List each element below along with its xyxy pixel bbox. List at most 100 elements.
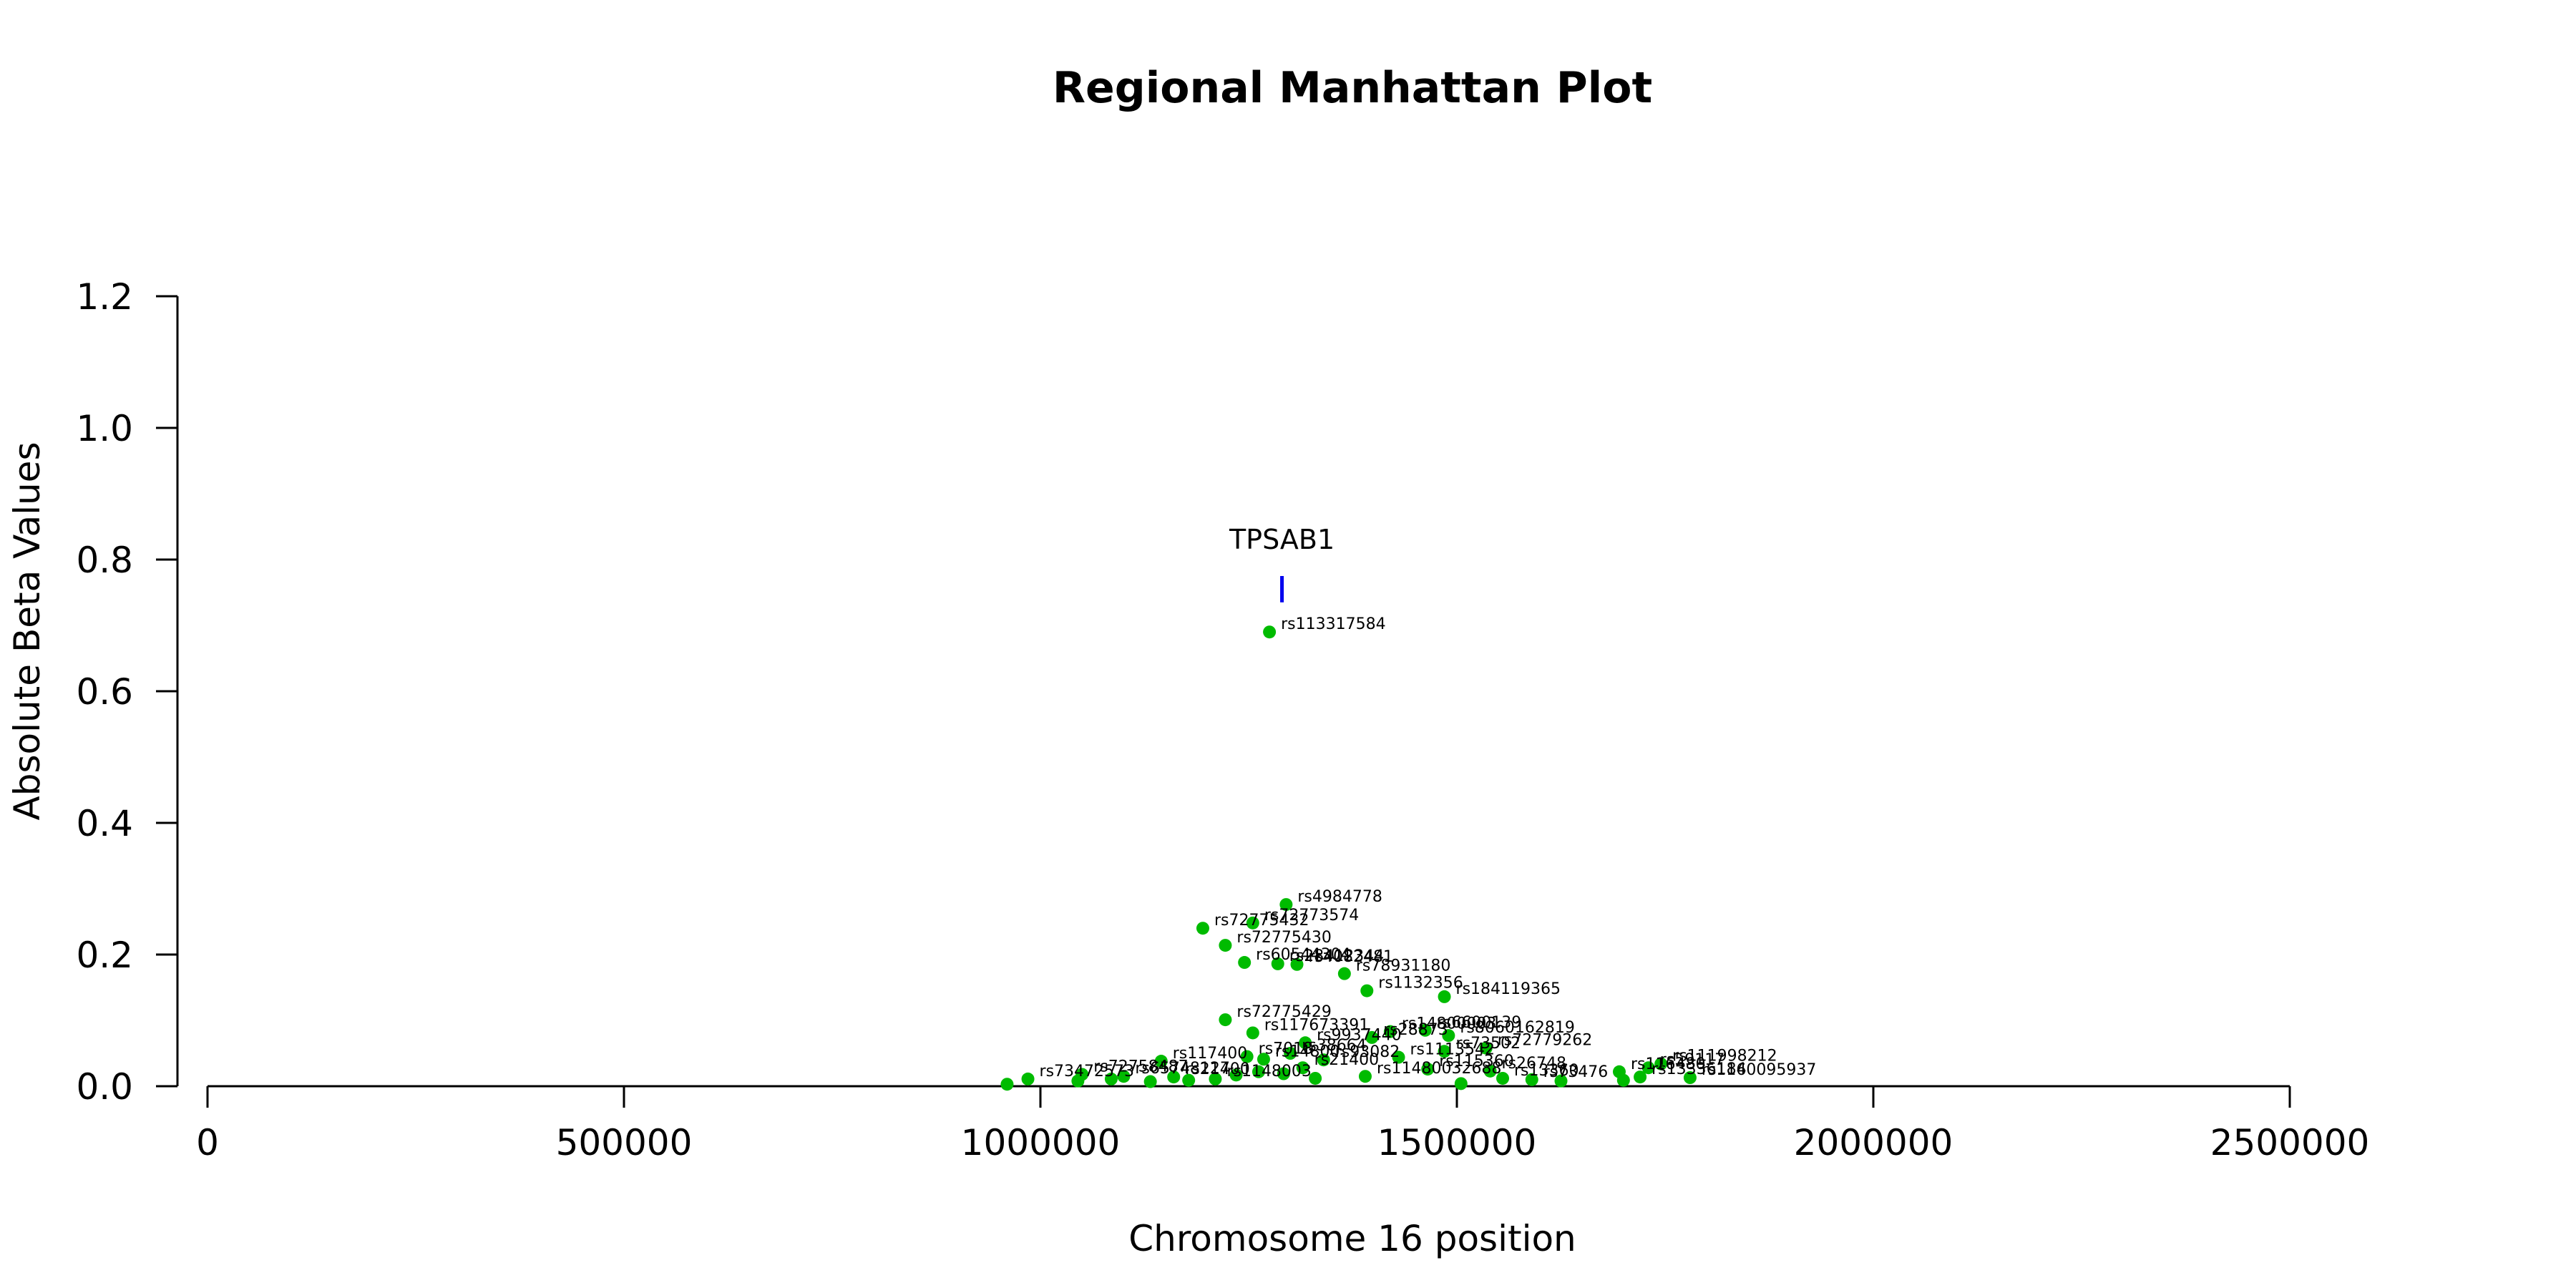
data-point <box>1654 1057 1668 1070</box>
point-label: rs8060162819 <box>1460 1019 1574 1037</box>
point-label: rs7018 <box>1259 1040 1314 1058</box>
point-label: rs72779262 <box>1498 1032 1592 1050</box>
y-tick-label: 0.6 <box>76 671 133 713</box>
data-point <box>1238 956 1252 970</box>
data-point <box>1277 1067 1290 1080</box>
point-label: rs117400 <box>1173 1045 1248 1063</box>
data-point <box>1418 1023 1432 1037</box>
point-label: rs13360 <box>1514 1062 1579 1080</box>
chart-title: Regional Manhattan Plot <box>1053 63 1652 113</box>
x-tick-label: 1000000 <box>961 1122 1121 1163</box>
data-point <box>1246 1026 1259 1040</box>
data-point <box>1454 1077 1468 1091</box>
point-label: rs72775430 <box>1236 929 1331 947</box>
gene-label: TPSAB1 <box>1229 524 1335 555</box>
data-point <box>1317 1053 1330 1067</box>
point-label: rs73472573 <box>1040 1063 1134 1080</box>
data-point <box>1196 922 1209 935</box>
point-label: rs72775432 <box>1214 912 1309 930</box>
data-point <box>1284 1047 1297 1060</box>
point-label: rs111998212 <box>1672 1048 1777 1065</box>
point-label: rs28412344 <box>1289 947 1384 965</box>
data-point <box>1182 1073 1196 1087</box>
point-label: rs21400 <box>1185 1060 1250 1078</box>
point-label: rs6600139 <box>1437 1014 1522 1032</box>
data-point <box>1219 939 1232 952</box>
y-tick-label: 0.2 <box>76 935 133 976</box>
y-tick-label: 1.2 <box>76 276 133 318</box>
point-label: rs13336184 <box>1652 1060 1746 1078</box>
x-tick-label: 2000000 <box>1794 1122 1953 1163</box>
data-point <box>1616 1073 1630 1087</box>
data-point <box>1240 1050 1254 1063</box>
point-label: rs72758487 <box>1093 1058 1188 1075</box>
point-label: rs73502 <box>1456 1035 1521 1053</box>
data-point <box>1483 1064 1497 1078</box>
data-point <box>1143 1075 1157 1088</box>
data-point <box>1360 984 1374 997</box>
data-point <box>1438 1045 1451 1058</box>
y-axis-label: Absolute Beta Values <box>6 442 48 821</box>
data-point <box>1071 1074 1085 1088</box>
point-label: rs60544304 <box>1256 946 1350 964</box>
data-point <box>1209 1072 1222 1085</box>
data-point <box>1271 957 1284 970</box>
point-label: rs26748 <box>1502 1055 1567 1073</box>
data-point <box>1496 1071 1510 1085</box>
data-point <box>1246 916 1259 930</box>
point-label: rs9937440 <box>1317 1026 1402 1044</box>
y-tick-label: 1.0 <box>76 408 133 449</box>
gene-annotation: TPSAB1 <box>1229 524 1335 602</box>
data-point <box>1309 1071 1322 1085</box>
point-label: rs38664 <box>1302 1037 1367 1055</box>
data-point <box>1290 957 1304 971</box>
point-label: rs116480 <box>1631 1055 1706 1073</box>
x-tick-label: 1500000 <box>1377 1122 1537 1163</box>
x-axis-label: Chromosome 16 position <box>1128 1218 1576 1259</box>
point-label: rs21400 <box>1314 1051 1380 1069</box>
data-point <box>1219 1013 1232 1027</box>
x-tick-label: 2500000 <box>2210 1122 2370 1163</box>
point-label: rs14800003 <box>1402 1015 1496 1033</box>
point-label: rs1113542 <box>1410 1041 1496 1059</box>
data-point <box>1257 1053 1270 1066</box>
data-point <box>1337 967 1351 980</box>
data-point <box>1117 1070 1131 1083</box>
data-point <box>1296 1061 1309 1075</box>
point-label: rs117673391 <box>1264 1016 1369 1034</box>
data-point <box>1479 1041 1493 1055</box>
point-label: rs28873 <box>1383 1021 1448 1039</box>
point-label: rs93082 <box>1335 1043 1400 1061</box>
data-point <box>1683 1071 1697 1085</box>
data-point <box>1252 1065 1265 1078</box>
y-tick-label: 0.0 <box>76 1066 133 1108</box>
data-point <box>1279 898 1293 912</box>
data-point <box>1442 1029 1455 1043</box>
point-label: rs1132356 <box>1378 975 1463 992</box>
point-label: rs72775429 <box>1236 1003 1331 1021</box>
x-tick-label: 500000 <box>556 1122 693 1163</box>
data-point <box>1229 1068 1243 1082</box>
data-point <box>1554 1074 1568 1088</box>
data-point <box>1104 1072 1118 1085</box>
point-label: rs72773574 <box>1264 907 1359 924</box>
y-tick-label: 0.8 <box>76 540 133 581</box>
data-point <box>1299 1036 1312 1050</box>
point-label: rs113317584 <box>1281 615 1385 633</box>
data-point <box>1383 1025 1397 1038</box>
x-tick-label: 0 <box>196 1122 219 1163</box>
data-point <box>1525 1073 1538 1086</box>
point-label: rs115360 <box>1439 1053 1514 1070</box>
data-point <box>1358 1070 1372 1083</box>
point-label: rs184119365 <box>1456 980 1561 998</box>
data-point <box>1154 1055 1168 1068</box>
data-point <box>1167 1070 1181 1084</box>
axes: 0 500000 1000000 1500000 2000000 2500000 0.0 0.… <box>76 276 2369 1163</box>
point-label: rs14800 <box>1275 1043 1340 1060</box>
point-label: rs4984778 <box>1297 888 1382 906</box>
data-point <box>1421 1063 1435 1076</box>
y-tick-label: 0.4 <box>76 803 133 844</box>
point-label: rs1160095937 <box>1702 1061 1816 1079</box>
point-label: rs78931180 <box>1356 957 1450 975</box>
